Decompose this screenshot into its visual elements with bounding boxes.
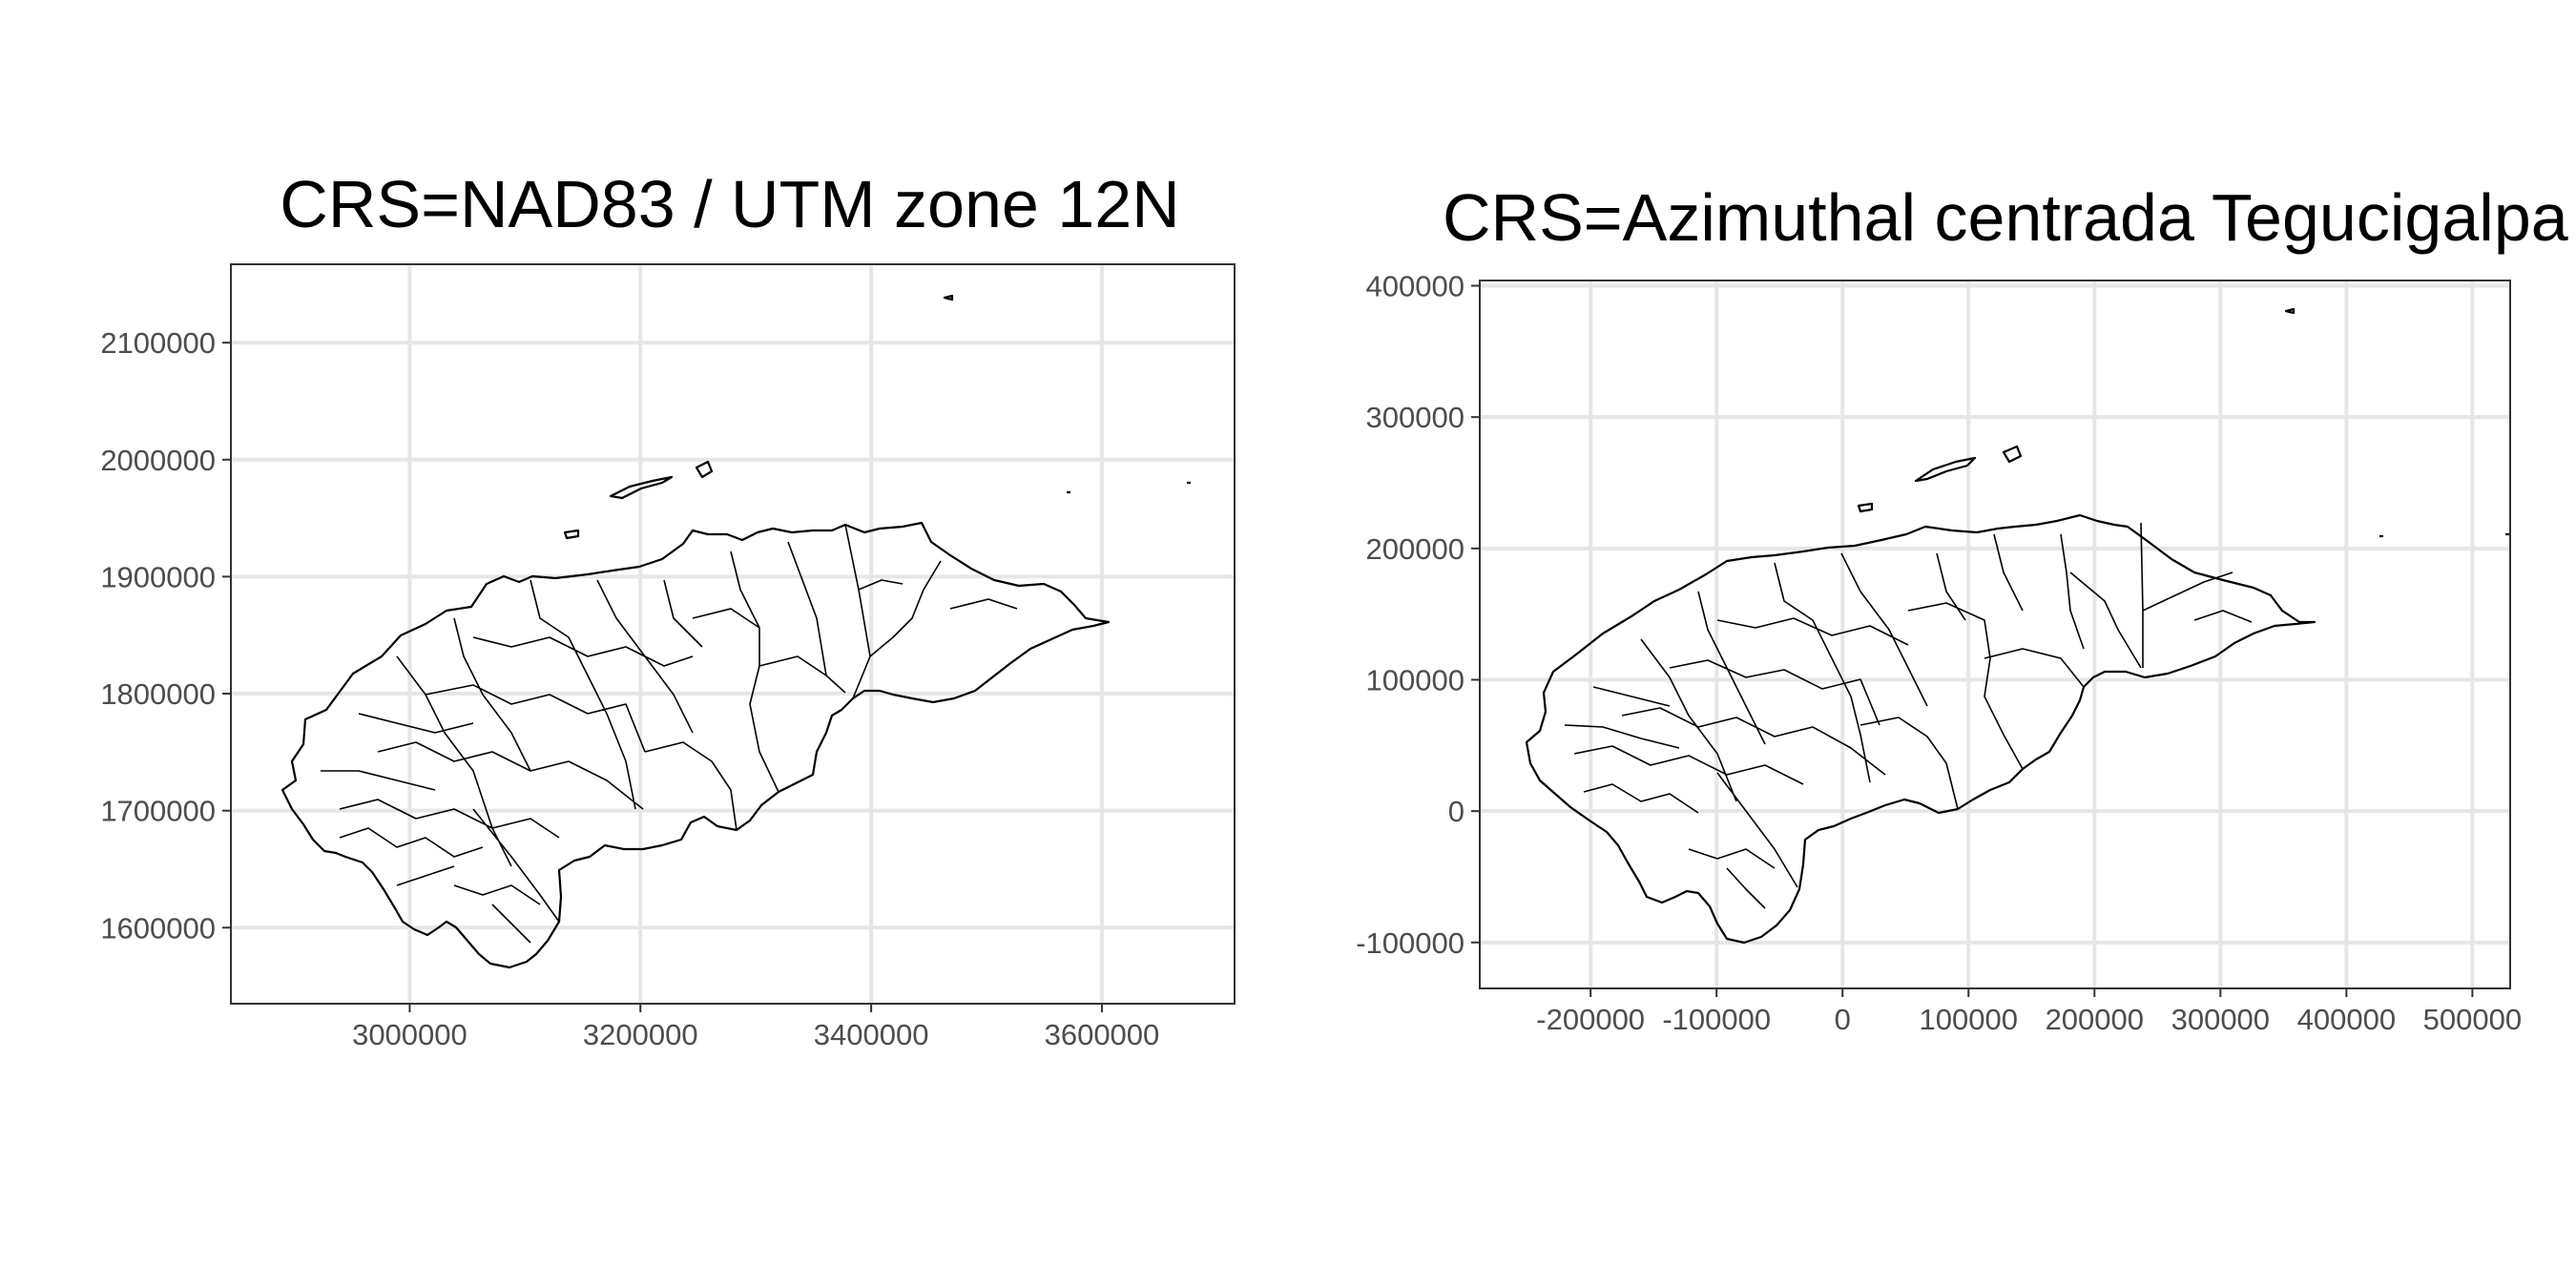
swan-islands [943,294,1191,494]
y-tick-label: 2100000 [100,326,216,360]
x-tick-label: 300000 [2171,1003,2270,1036]
y-axis: 1600000 1700000 1800000 1900000 2000000 21000… [100,326,231,945]
y-tick-label: 200000 [1366,532,1465,566]
x-tick-label: 100000 [1920,1003,2018,1036]
bay-islands [1857,445,2023,513]
x-tick-label: 200000 [2046,1003,2144,1036]
y-tick-label: 0 [1448,795,1465,828]
bay-islands [563,460,714,540]
y-tick-label: 1700000 [100,795,216,828]
y-tick-label: 1800000 [100,677,216,711]
y-tick-label: 1600000 [100,911,216,945]
x-tick-label: 3000000 [352,1018,467,1051]
y-tick-label: 100000 [1366,663,1465,696]
x-tick-label: -200000 [1536,1003,1645,1036]
grid [231,264,1235,1004]
y-axis: -100000 0 100000 200000 300000 400000 [1356,270,1480,960]
x-tick-label: 400000 [2297,1003,2396,1036]
x-tick-label: 3600000 [1045,1018,1160,1051]
panel-title: CRS=Azimuthal centrada Tegucigalpa [1443,180,2568,255]
panel-utm12n: CRS=NAD83 / UTM zone 12N 3000000 3200000 3… [100,167,1236,1051]
x-tick-label: 0 [1835,1003,1851,1036]
x-axis: -200000 -100000 0 100000 200000 300000 400000 5… [1536,988,2522,1036]
panel-title: CRS=NAD83 / UTM zone 12N [280,167,1179,241]
country-outline [280,521,1111,969]
swan-islands [2284,307,2509,538]
map-honduras-utm [280,294,1191,969]
x-tick-label: -100000 [1662,1003,1771,1036]
y-tick-label: 1900000 [100,560,216,593]
x-axis: 3000000 3200000 3400000 3600000 [352,1004,1159,1051]
department-boundaries [321,524,1018,944]
panel-azimuthal: CRS=Azimuthal centrada Tegucigalpa -2000… [1356,180,2568,1036]
y-tick-label: 400000 [1366,270,1465,303]
x-tick-label: 3400000 [814,1018,929,1051]
x-tick-label: 3200000 [583,1018,698,1051]
y-tick-label: 300000 [1366,401,1465,434]
y-tick-label: -100000 [1356,926,1465,960]
country-outline [1525,513,2316,945]
panel-border [230,263,1236,1005]
department-boundaries [1564,522,2253,909]
map-honduras-azimuthal [1525,307,2509,945]
y-tick-label: 2000000 [100,444,216,477]
x-tick-label: 500000 [2423,1003,2522,1036]
grid [1480,280,2510,988]
panel-border [1479,280,2511,989]
